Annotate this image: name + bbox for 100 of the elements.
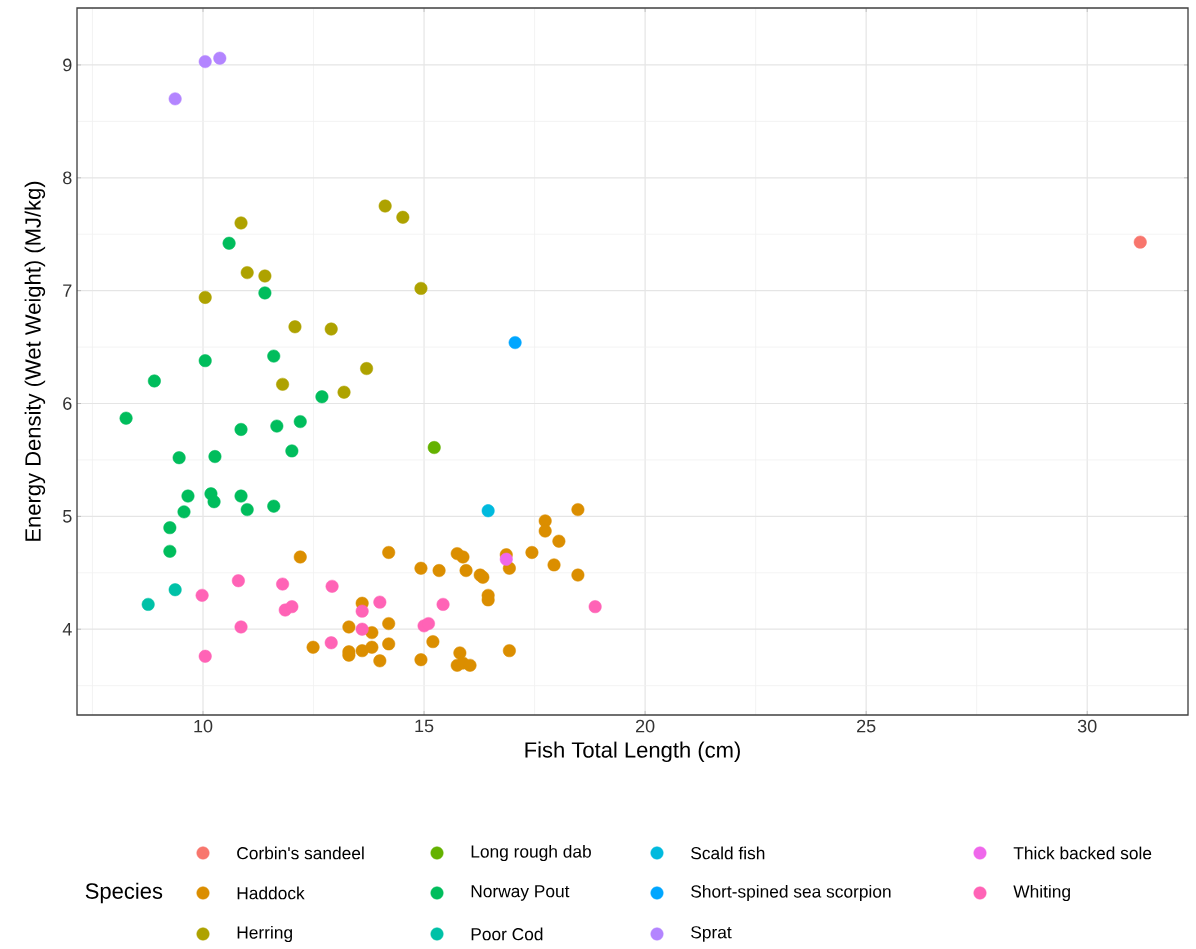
y-tick-label: 7 xyxy=(63,284,72,297)
legend-label: Whiting xyxy=(1013,884,1070,902)
point xyxy=(258,286,272,300)
point xyxy=(234,620,248,634)
point xyxy=(163,521,177,535)
y-tick-label: 9 xyxy=(63,58,72,72)
x-tick-label: 15 xyxy=(415,719,434,733)
point xyxy=(1133,235,1147,249)
point xyxy=(267,349,281,363)
point xyxy=(288,320,302,334)
point xyxy=(456,550,470,564)
point xyxy=(208,450,222,464)
point xyxy=(168,92,182,106)
point xyxy=(432,564,446,578)
point xyxy=(213,51,227,65)
legend-label: Sprat xyxy=(691,926,732,942)
point xyxy=(502,644,516,658)
point xyxy=(222,236,236,250)
point xyxy=(234,423,248,436)
point xyxy=(427,441,441,454)
x-tick-label: 30 xyxy=(1077,719,1097,733)
point xyxy=(198,55,212,69)
point xyxy=(324,322,338,336)
point xyxy=(355,622,369,636)
point xyxy=(231,574,245,588)
point xyxy=(382,617,396,631)
legend-label: Scald fish xyxy=(691,846,765,860)
point xyxy=(373,595,387,609)
point xyxy=(373,654,387,668)
point xyxy=(337,385,351,399)
legend-title: Species xyxy=(85,882,163,904)
point xyxy=(207,495,221,509)
legend-label: Haddock xyxy=(237,886,305,900)
point xyxy=(147,374,161,388)
point xyxy=(459,564,473,578)
point xyxy=(355,604,369,618)
point xyxy=(293,550,307,564)
point xyxy=(382,546,396,559)
point xyxy=(414,653,428,667)
point xyxy=(588,600,602,614)
point xyxy=(508,336,522,350)
point xyxy=(378,199,392,213)
point xyxy=(240,266,254,280)
point xyxy=(414,281,428,295)
point xyxy=(168,583,182,597)
point xyxy=(141,597,155,611)
point xyxy=(499,552,513,566)
legend-label: Norway Pout xyxy=(471,885,570,901)
point xyxy=(325,579,339,593)
point xyxy=(481,504,495,518)
legend-label: Short-spined sea scorpion xyxy=(691,884,891,902)
legend-label: Poor Cod xyxy=(471,927,543,941)
point xyxy=(422,617,435,631)
y-tick-label: 4 xyxy=(62,623,72,636)
point xyxy=(119,411,133,425)
point xyxy=(163,544,177,558)
legend-label: Herring xyxy=(237,925,292,943)
x-tick-label: 25 xyxy=(857,719,876,733)
point xyxy=(306,640,320,654)
point xyxy=(324,636,338,650)
point xyxy=(571,503,585,517)
y-axis-title: Energy Density (Wet Weight) (MJ/kg) xyxy=(24,181,46,541)
point xyxy=(463,658,477,672)
y-tick-label: 8 xyxy=(63,171,72,185)
legend-label: Long rough dab xyxy=(471,844,591,862)
point xyxy=(234,489,248,503)
point xyxy=(571,568,585,582)
y-tick-label: 6 xyxy=(63,397,72,410)
point xyxy=(276,577,290,591)
point xyxy=(285,444,299,458)
point xyxy=(382,637,396,651)
y-tick-label: 5 xyxy=(63,510,72,523)
point xyxy=(276,377,290,391)
legend-label: Corbin's sandeel xyxy=(237,846,364,860)
point xyxy=(181,489,195,503)
point xyxy=(198,354,212,368)
x-axis-title: Fish Total Length (cm) xyxy=(525,741,740,763)
x-tick-label: 10 xyxy=(194,719,213,733)
point xyxy=(360,362,374,376)
point xyxy=(258,269,272,283)
point xyxy=(293,415,307,429)
point xyxy=(547,558,561,572)
point xyxy=(414,561,428,575)
point xyxy=(453,646,467,660)
point xyxy=(436,597,450,611)
point xyxy=(285,600,299,614)
point xyxy=(365,640,379,654)
point xyxy=(198,649,212,663)
point xyxy=(240,503,254,517)
point xyxy=(342,620,356,634)
point xyxy=(198,290,212,304)
point xyxy=(172,451,186,465)
point xyxy=(270,419,284,433)
point xyxy=(315,390,329,404)
legend-label: Thick backed sole xyxy=(1013,846,1152,860)
point xyxy=(267,499,281,513)
point xyxy=(177,505,191,519)
point xyxy=(396,210,410,224)
point xyxy=(234,216,248,230)
point xyxy=(426,635,440,649)
